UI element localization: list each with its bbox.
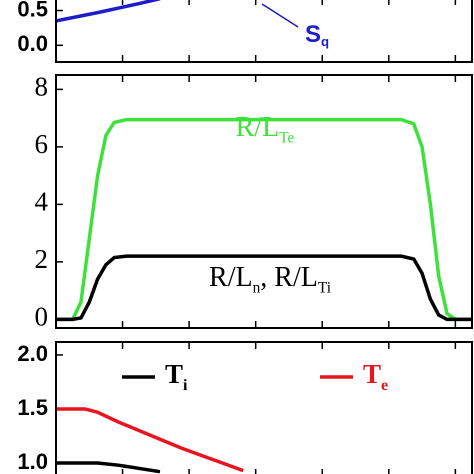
legend-label: Ti (165, 359, 188, 393)
y-tick-label: 4 (35, 187, 49, 217)
annotation-subscript: Ti (318, 279, 331, 296)
plot-area (56, 117, 472, 322)
panel: 0.5 0.0 Sq (17, 0, 473, 63)
legend-name: T (165, 359, 183, 389)
annotation-text: R/L (236, 112, 280, 143)
plot-area (56, 0, 161, 23)
annotation-subscript: Te (279, 129, 294, 146)
y-tick-label: 8 (35, 72, 49, 102)
panel-frame (55, 341, 473, 474)
annotation-text: , R/L (260, 262, 318, 293)
y-tick-label: 6 (35, 129, 49, 159)
annotation-subscript: q (321, 35, 329, 50)
y-tick-label: 0 (35, 302, 49, 332)
y-tick-label: 0.0 (17, 31, 48, 56)
annotation: Sq (305, 21, 329, 49)
plot-area (56, 407, 244, 474)
annotation-pointer (261, 3, 299, 28)
panel-frame (55, 74, 473, 329)
y-tick-label: 0.5 (17, 0, 48, 21)
series-line (56, 0, 161, 23)
series-line (56, 461, 161, 474)
series-line (56, 407, 244, 473)
series-line (56, 117, 472, 322)
annotation-subscript: n (253, 279, 261, 296)
panel-frame (55, 0, 473, 63)
legend-subscript: i (183, 377, 188, 394)
annotation: R/Ln, R/LTi (209, 262, 331, 296)
panel: 2.01.51.0Ti Te (17, 341, 473, 474)
y-tick-label: 2 (35, 244, 49, 274)
y-tick-label: 2.0 (17, 341, 48, 366)
annotation-text: R/L (209, 262, 253, 293)
legend-label: Te (363, 359, 388, 393)
y-tick-label: 1.5 (17, 395, 48, 420)
annotation: R/LTe (236, 112, 295, 146)
annotation-text: S (305, 21, 321, 48)
series-line (56, 254, 472, 322)
legend-name: T (363, 359, 381, 389)
legend-subscript: e (381, 377, 388, 394)
y-tick-label: 1.0 (17, 449, 48, 474)
